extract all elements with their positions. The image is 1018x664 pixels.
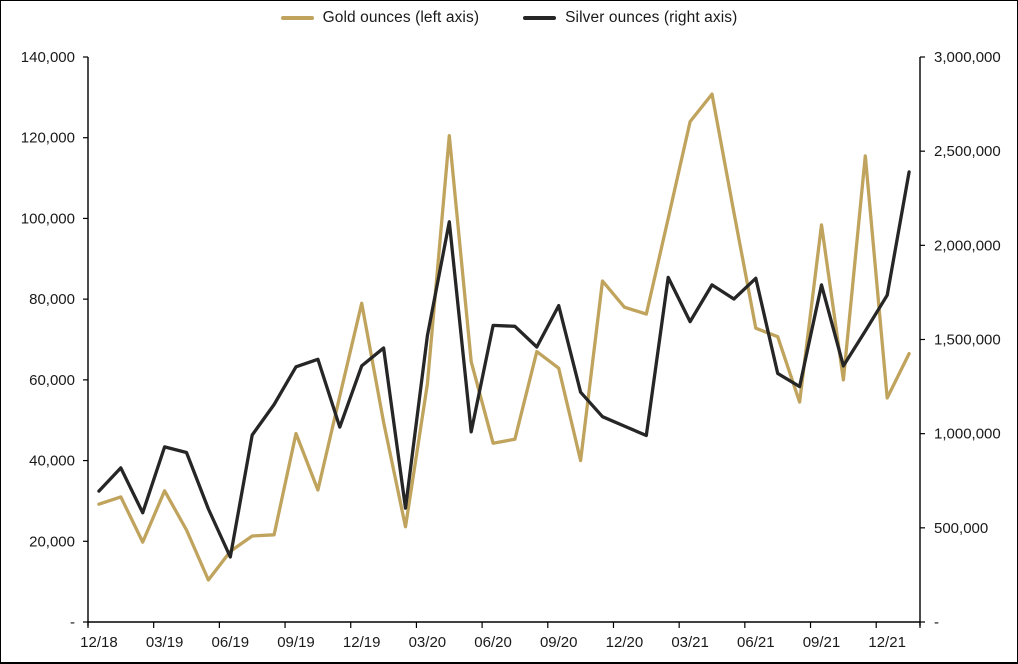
chart-legend: Gold ounces (left axis) Silver ounces (r…	[1, 9, 1017, 27]
x-axis-tick-label: 12/19	[343, 634, 381, 651]
x-axis-tick-label: 03/20	[409, 634, 447, 651]
x-axis-tick-label: 09/20	[540, 634, 578, 651]
silver-line-swatch	[523, 16, 557, 20]
x-axis-tick-label: 09/19	[277, 634, 315, 651]
gold-series-line	[97, 92, 911, 582]
x-axis-tick-label: 09/21	[803, 634, 841, 651]
x-axis-tick-label: 03/19	[146, 634, 184, 651]
y-axis-right-tick-label: 2,500,000	[934, 143, 1001, 160]
x-axis-tick-label: 06/19	[212, 634, 250, 651]
x-axis-tick-label: 06/21	[737, 634, 775, 651]
x-axis-tick-label: 03/21	[671, 634, 709, 651]
y-axis-left-tick-label: 120,000	[21, 130, 75, 147]
x-axis-tick-label: 06/20	[474, 634, 512, 651]
y-axis-left-tick-label: -	[70, 614, 75, 631]
y-axis-right-tick-label: 2,000,000	[934, 237, 1001, 254]
y-axis-right-tick-label: 1,000,000	[934, 426, 1001, 443]
y-axis-left-tick-label: 100,000	[21, 210, 75, 227]
y-axis-right-tick-label: 3,000,000	[934, 49, 1001, 66]
legend-label-silver: Silver ounces (right axis)	[565, 9, 738, 26]
legend-item-silver: Silver ounces (right axis)	[523, 9, 737, 27]
silver-series-line	[97, 170, 911, 559]
y-axis-right-tick-label: 1,500,000	[934, 332, 1001, 349]
y-axis-right-tick-label: 500,000	[934, 520, 988, 537]
x-axis-tick-label: 12/20	[606, 634, 644, 651]
y-axis-left-tick-label: 40,000	[29, 453, 75, 470]
legend-label-gold: Gold ounces (left axis)	[322, 9, 480, 26]
y-axis-left-tick-label: 80,000	[29, 291, 75, 308]
legend-item-gold: Gold ounces (left axis)	[280, 9, 480, 27]
x-axis-tick-label: 12/21	[868, 634, 906, 651]
gold-line-swatch	[280, 16, 314, 20]
y-axis-right-tick-label: -	[934, 614, 939, 631]
y-axis-left-tick-label: 20,000	[29, 533, 75, 550]
y-axis-left-tick-label: 60,000	[29, 372, 75, 389]
y-axis-left-tick-label: 140,000	[21, 49, 75, 66]
x-axis-tick-label: 12/18	[80, 634, 118, 651]
